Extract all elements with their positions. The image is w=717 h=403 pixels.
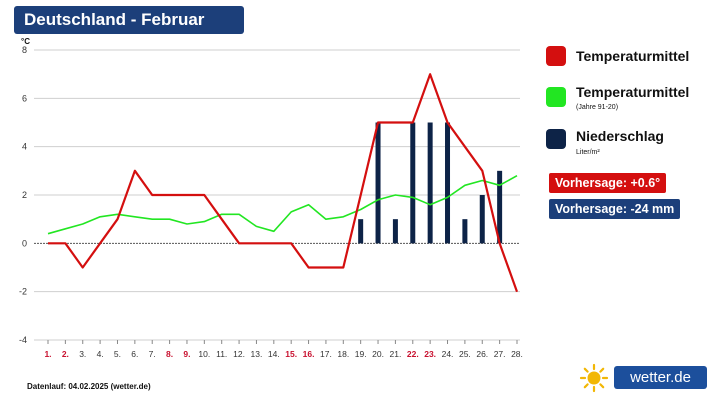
legend-temp-swatch: [546, 46, 566, 66]
legend-normal-swatch: [546, 87, 566, 107]
legend-normal-sub: (Jahre 91-20): [576, 104, 619, 111]
y-tick-label: 2: [22, 190, 27, 200]
precip-bar: [358, 219, 364, 244]
x-tick-label: 19.: [355, 349, 367, 359]
x-tick-label: 20.: [372, 349, 384, 359]
x-tick-label: 4.: [97, 349, 104, 359]
x-tick-label: 23.: [424, 349, 436, 359]
x-tick-label: 16.: [303, 349, 315, 359]
x-tick-label: 28.: [511, 349, 523, 359]
legend-temp-label: Temperaturmittel: [576, 48, 690, 64]
precip-bar: [445, 122, 451, 244]
chart-title: Deutschland - Februar: [14, 6, 244, 34]
precip-bar: [410, 122, 416, 244]
x-tick-label: 15.: [285, 349, 297, 359]
x-tick-label: 1.: [44, 349, 51, 359]
x-tick-label: 9.: [183, 349, 190, 359]
precip-bars: [358, 122, 503, 244]
legend-normal-label: Temperaturmittel: [576, 84, 690, 100]
y-tick-label: -2: [19, 287, 27, 297]
precip-bar: [427, 122, 433, 244]
x-tick-label: 17.: [320, 349, 332, 359]
x-tick-label: 26.: [476, 349, 488, 359]
precip-bar: [375, 122, 381, 244]
y-tick-label: 0: [22, 238, 27, 248]
precip-bar: [462, 219, 468, 244]
x-tick-label: 18.: [337, 349, 349, 359]
logo-text: wetter.de: [614, 366, 707, 389]
precip-bar: [392, 219, 398, 244]
x-tick-label: 21.: [389, 349, 401, 359]
wetter-logo: wetter.de: [578, 363, 708, 393]
x-tick-label: 24.: [442, 349, 454, 359]
x-tick-label: 27.: [494, 349, 506, 359]
x-tick-label: 6.: [131, 349, 138, 359]
series-line: [48, 73, 519, 293]
x-axis-ticks: 1. 2. 3. 4. 5. 6. 7. 8. 9. 10. 11. 12. 13. 14. 15. 16. 1…: [44, 340, 523, 359]
x-tick-label: 11.: [216, 349, 227, 359]
x-tick-label: 5.: [114, 349, 121, 359]
forecast-temp: Vorhersage: +0.6°: [549, 173, 667, 193]
x-tick-label: 13.: [251, 349, 263, 359]
precip-bar: [479, 195, 485, 244]
forecast-precip: Vorhersage: -24 mm: [549, 199, 681, 219]
x-tick-label: 2.: [62, 349, 69, 359]
x-tick-label: 22.: [407, 349, 419, 359]
x-tick-label: 25.: [459, 349, 471, 359]
legend-precip-swatch: [546, 129, 566, 149]
series-lines: [47, 73, 519, 293]
x-tick-label: 10.: [198, 349, 210, 359]
y-tick-label: 4: [22, 142, 27, 152]
footer-datenlauf: Datenlauf: 04.02.2025 (wetter.de): [27, 382, 151, 391]
y-tick-label: -4: [19, 335, 27, 345]
sun-icon: [579, 363, 609, 393]
legend-precip-label: Niederschlag: [576, 128, 664, 144]
y-tick-label: 6: [22, 93, 27, 103]
x-tick-label: 7.: [149, 349, 156, 359]
legend-precip-sub: Liter/m²: [576, 149, 600, 156]
y-tick-label: 8: [22, 45, 27, 55]
y-axis-ticks: 8 6 4 2 0 -2 -4: [19, 45, 27, 345]
x-tick-label: 3.: [79, 349, 86, 359]
x-tick-label: 8.: [166, 349, 173, 359]
x-tick-label: 14.: [268, 349, 280, 359]
series-line: [47, 174, 518, 235]
y-axis-label: °C: [21, 37, 30, 46]
precip-bar: [497, 170, 503, 244]
x-tick-label: 12.: [233, 349, 245, 359]
